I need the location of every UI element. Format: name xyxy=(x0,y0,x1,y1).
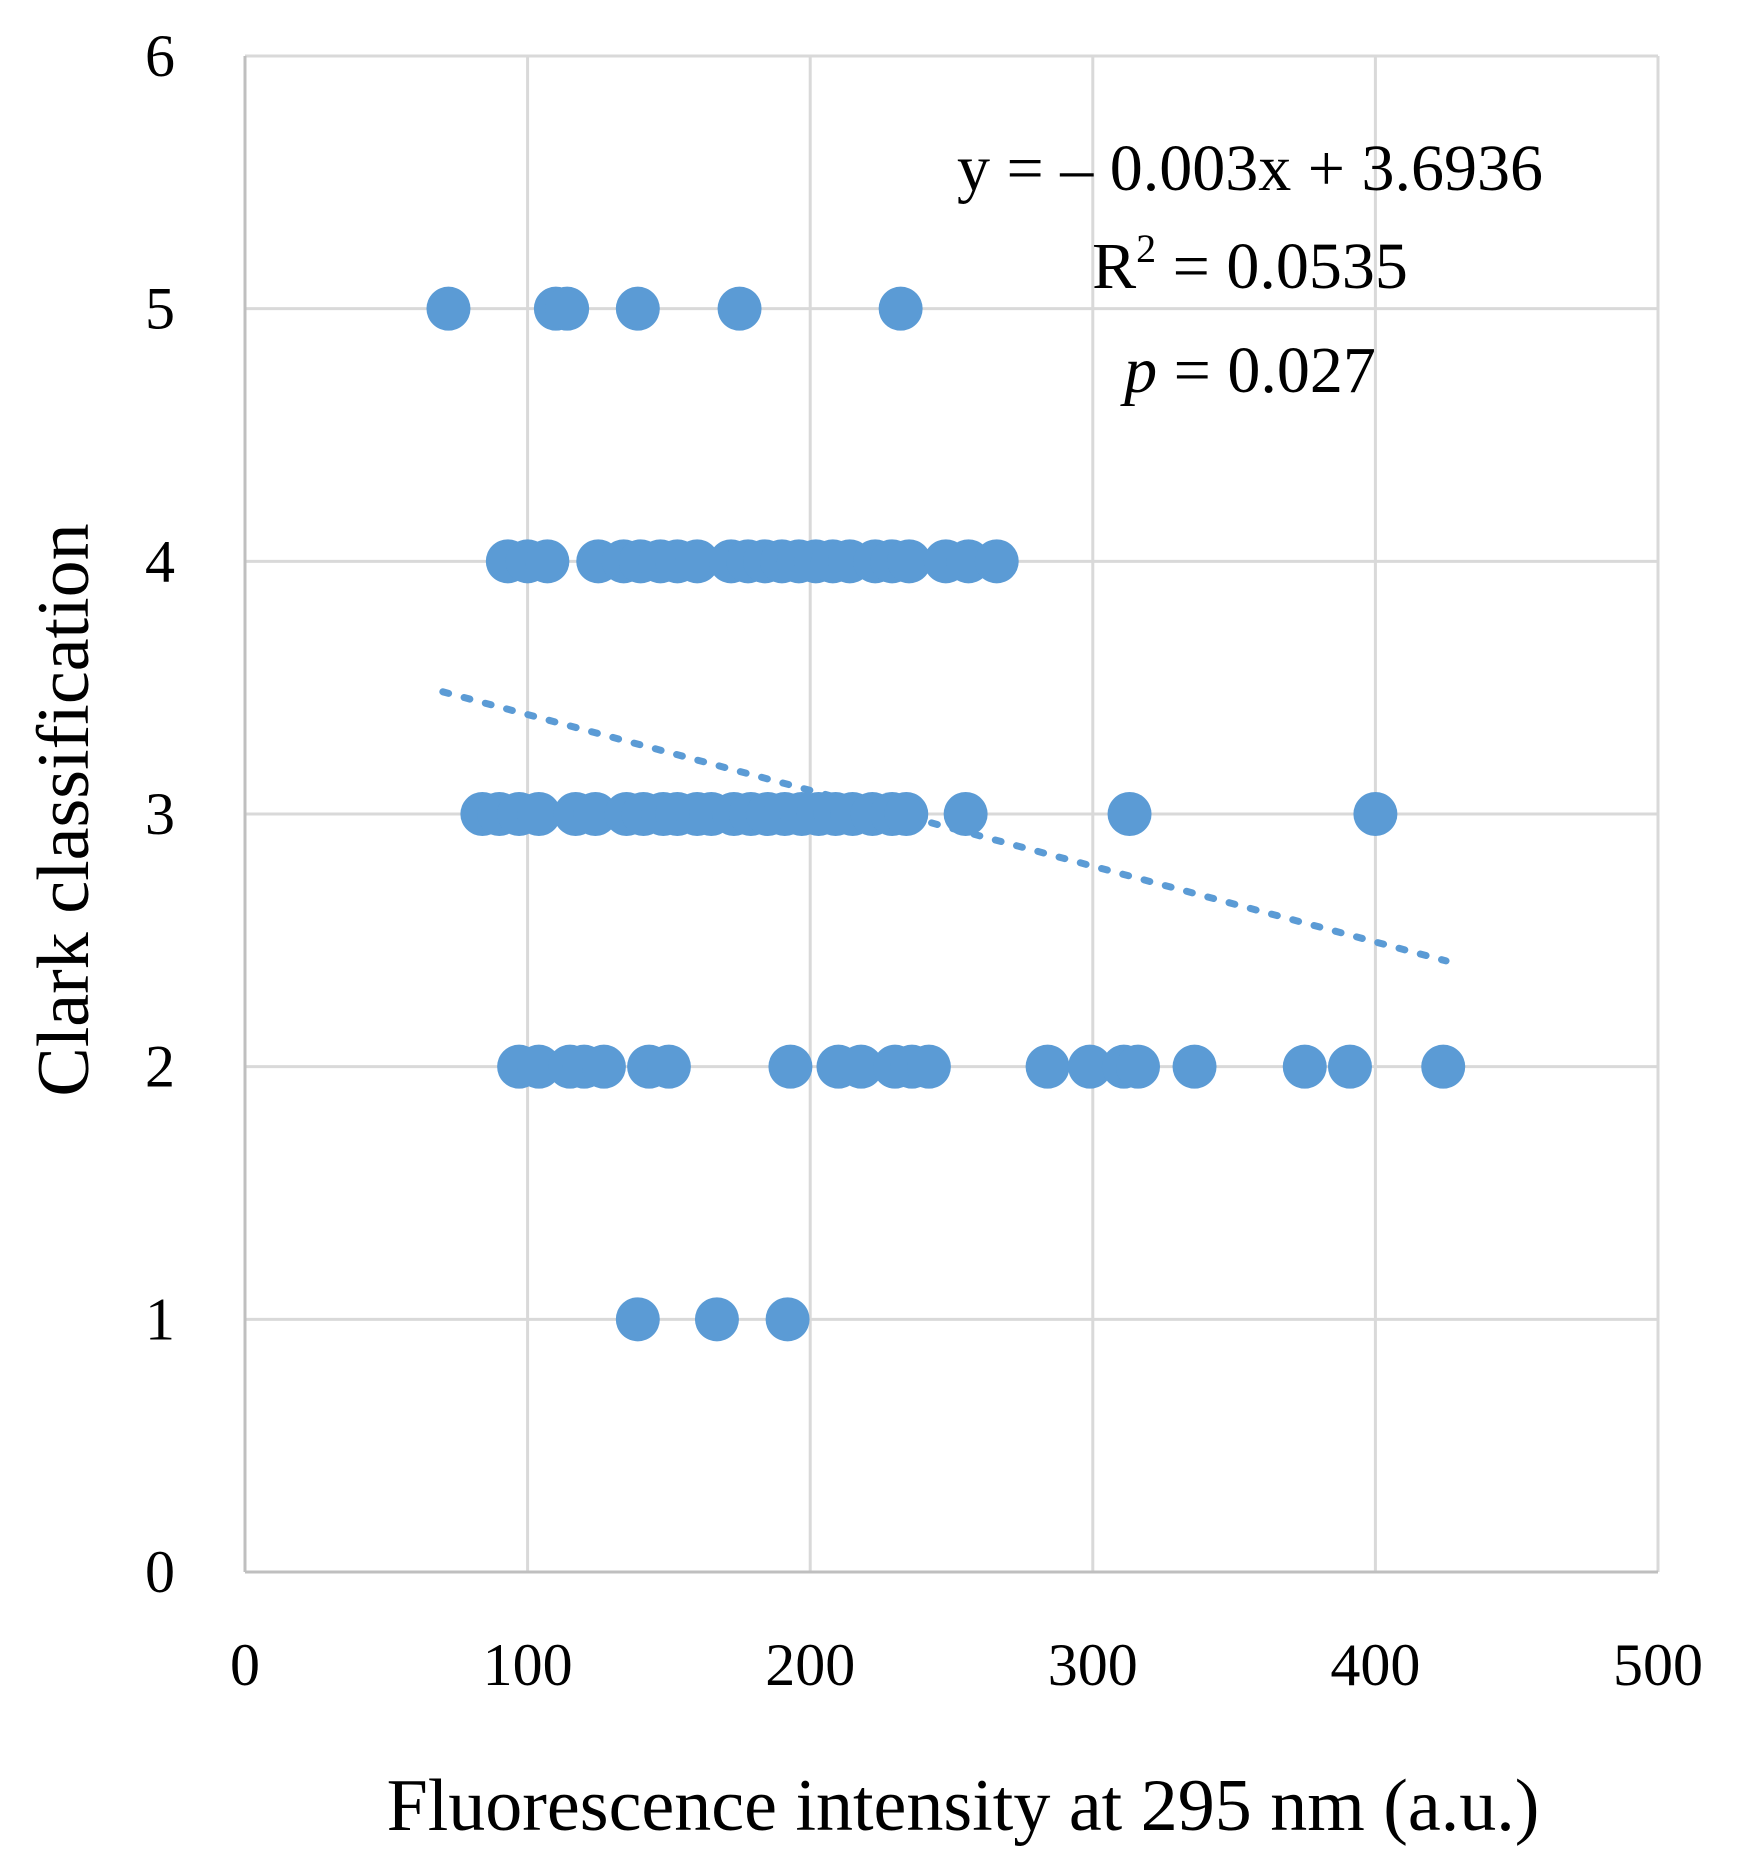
p-value: = 0.027 xyxy=(1157,334,1376,407)
data-point xyxy=(765,1297,810,1342)
data-point xyxy=(906,1044,951,1089)
y-tick-label-6: 6 xyxy=(145,23,175,89)
p-symbol: p xyxy=(1120,334,1157,407)
data-point xyxy=(615,286,660,331)
x-tick-label-300: 300 xyxy=(1048,1632,1138,1698)
x-axis-title: Fluorescence intensity at 295 nm (a.u.) xyxy=(387,1765,1540,1847)
data-point xyxy=(1282,1044,1327,1089)
data-point xyxy=(1327,1044,1372,1089)
r-squared-prefix: R xyxy=(1092,230,1136,303)
x-tick-label-200: 200 xyxy=(765,1632,855,1698)
y-axis-title: Clark classification xyxy=(23,523,105,1096)
data-point xyxy=(573,792,618,836)
data-points xyxy=(426,286,1466,1342)
data-point xyxy=(884,792,929,836)
r-squared-superscript: 2 xyxy=(1136,226,1156,271)
x-tick-label-100: 100 xyxy=(483,1632,573,1698)
trendline xyxy=(439,688,1450,965)
y-tick-label-0: 0 xyxy=(145,1539,175,1605)
data-point xyxy=(646,1044,691,1089)
data-point xyxy=(516,792,561,836)
data-point xyxy=(694,1297,739,1342)
data-point xyxy=(516,1044,561,1089)
x-tick-label-400: 400 xyxy=(1330,1632,1420,1698)
data-point xyxy=(675,539,720,584)
y-tick-label-2: 2 xyxy=(145,1034,175,1100)
data-point xyxy=(887,539,932,584)
y-tick-label-3: 3 xyxy=(145,781,175,847)
tick-labels: 0 100 200 300 400 500 0 1 2 3 4 5 6 xyxy=(145,23,1703,1698)
data-point xyxy=(615,1297,660,1342)
data-point xyxy=(1107,792,1152,836)
data-point xyxy=(974,539,1019,584)
data-point xyxy=(1172,1044,1217,1089)
y-tick-label-5: 5 xyxy=(145,276,175,342)
regression-annotation: y = – 0.003x + 3.6936 R2 = 0.0535 p = 0.… xyxy=(957,132,1543,407)
data-point xyxy=(943,792,988,836)
equation-label: y = – 0.003x + 3.6936 xyxy=(957,132,1543,205)
data-point xyxy=(525,539,570,584)
data-point xyxy=(768,1044,813,1089)
data-point xyxy=(1421,1044,1466,1089)
y-tick-label-4: 4 xyxy=(145,528,175,594)
x-tick-label-0: 0 xyxy=(230,1632,260,1698)
data-point xyxy=(717,286,762,331)
data-point xyxy=(1116,1044,1161,1089)
axes xyxy=(243,56,1658,1574)
data-point xyxy=(426,286,471,331)
data-point xyxy=(581,1044,626,1089)
data-point xyxy=(878,286,923,331)
data-point xyxy=(1025,1044,1070,1089)
r-squared-value: = 0.0535 xyxy=(1156,230,1408,303)
trendline-path xyxy=(439,688,1450,965)
data-point xyxy=(545,286,590,331)
r-squared-label: R2 = 0.0535 xyxy=(1092,226,1408,303)
data-point xyxy=(1353,792,1398,836)
data-point xyxy=(1067,1044,1112,1089)
y-tick-label-1: 1 xyxy=(145,1286,175,1352)
data-point xyxy=(839,1044,884,1089)
x-tick-label-500: 500 xyxy=(1613,1632,1703,1698)
p-value-label: p = 0.027 xyxy=(1120,334,1376,407)
